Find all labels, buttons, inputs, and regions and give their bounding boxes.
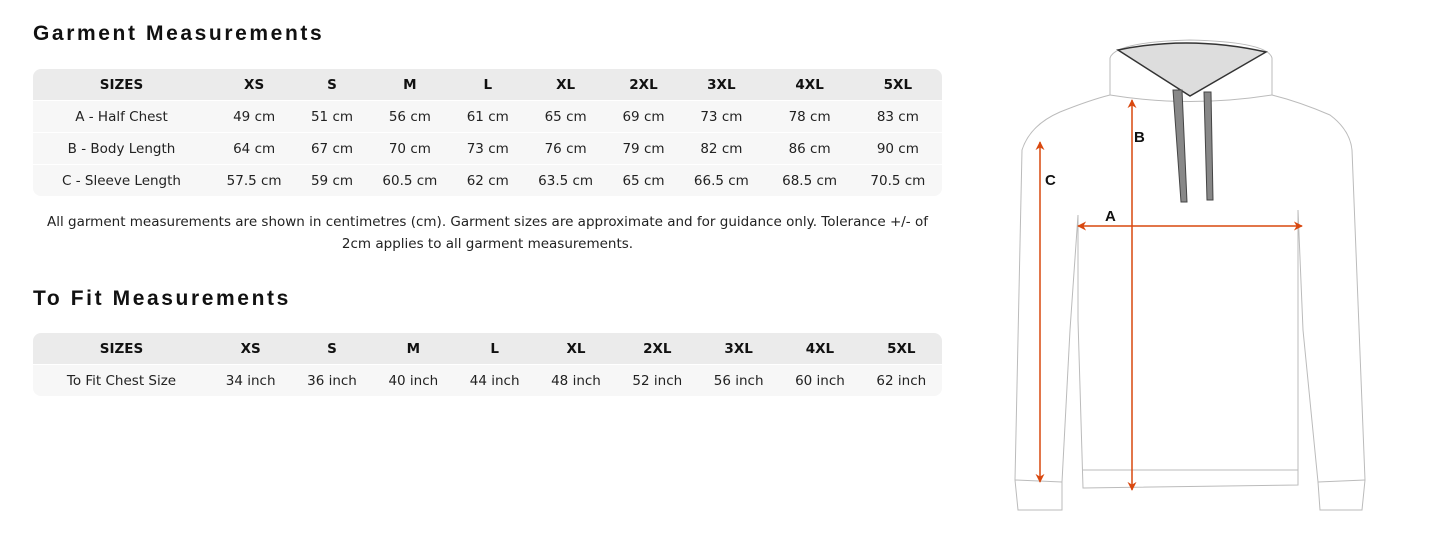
label-a: A [1105, 208, 1116, 225]
table-cell: 79 cm [609, 132, 678, 165]
row-label: B - Body Length [33, 132, 210, 165]
table-cell: 49 cm [210, 100, 299, 133]
row-label: C - Sleeve Length [33, 164, 210, 196]
table-cell: 67 cm [298, 132, 366, 165]
table-cell: 56 cm [365, 100, 454, 133]
table-cell: 65 cm [609, 164, 678, 196]
column-header: M [365, 69, 454, 101]
table-cell: 63.5 cm [521, 164, 610, 196]
column-header: 4XL [765, 69, 854, 101]
table-cell: 40 inch [372, 364, 454, 396]
garment-table: SIZES XS S M L XL 2XL 3XL 4XL 5XL A - Half Chest 49… [33, 69, 942, 196]
table-cell: 34 inch [210, 364, 292, 396]
table-row: A - Half Chest 49 cm 51 cm 56 cm 61 cm 65 cm 6… [33, 100, 942, 133]
row-label: To Fit Chest Size [33, 364, 210, 396]
column-header: 3XL [677, 69, 766, 101]
table-cell: 64 cm [210, 132, 299, 165]
table-cell: 86 cm [765, 132, 854, 165]
table-cell: 59 cm [298, 164, 366, 196]
drawstring-right [1203, 91, 1214, 201]
table-cell: 44 inch [453, 364, 536, 396]
table-cell: 73 cm [453, 132, 522, 165]
table-cell: 76 cm [521, 132, 610, 165]
column-header: 2XL [616, 333, 698, 365]
row-label: A - Half Chest [33, 100, 210, 133]
hood-lining [1116, 42, 1269, 97]
column-header: S [298, 69, 366, 101]
table-cell: 61 cm [453, 100, 522, 133]
column-header: 5XL [860, 333, 942, 365]
fit-table: SIZES XS S M L XL 2XL 3XL 4XL 5XL To Fit Chest Siz… [33, 333, 942, 396]
table-cell: 82 cm [677, 132, 766, 165]
column-header: 3XL [697, 333, 780, 365]
measurement-note: All garment measurements are shown in ce… [47, 214, 928, 252]
label-c: C [1045, 172, 1056, 189]
hoodie-diagram: B C A [1014, 39, 1366, 511]
column-header: S [291, 333, 373, 365]
table-cell: 65 cm [521, 100, 610, 133]
table-row: B - Body Length 64 cm 67 cm 70 cm 73 cm 76 cm… [33, 132, 942, 165]
column-header: XL [535, 333, 617, 365]
column-header: 2XL [609, 69, 678, 101]
table-cell: 70.5 cm [853, 164, 942, 196]
label-b: B [1134, 129, 1145, 146]
drawstring-left [1172, 89, 1188, 203]
hoodie-outline [1014, 39, 1366, 511]
table-cell: 62 cm [453, 164, 522, 196]
column-header: XL [521, 69, 610, 101]
column-header: SIZES [33, 333, 210, 365]
table-cell: 78 cm [765, 100, 854, 133]
header-row: SIZES XS S M L XL 2XL 3XL 4XL 5XL [33, 69, 942, 101]
table-cell: 62 inch [860, 364, 942, 396]
garment-title: Garment Measurements [33, 22, 325, 45]
table-cell: 60.5 cm [365, 164, 454, 196]
column-header: SIZES [33, 69, 210, 101]
column-header: XS [210, 69, 299, 101]
table-row: To Fit Chest Size 34 inch 36 inch 40 inch 44… [33, 364, 942, 396]
column-header: M [372, 333, 454, 365]
table-cell: 56 inch [697, 364, 780, 396]
table-cell: 90 cm [853, 132, 942, 165]
table-cell: 83 cm [853, 100, 942, 133]
column-header: 5XL [853, 69, 942, 101]
table-cell: 68.5 cm [765, 164, 854, 196]
fit-title: To Fit Measurements [33, 287, 291, 310]
table-cell: 69 cm [609, 100, 678, 133]
column-header: 4XL [779, 333, 861, 365]
table-cell: 60 inch [779, 364, 861, 396]
table-cell: 66.5 cm [677, 164, 766, 196]
table-cell: 36 inch [291, 364, 373, 396]
column-header: L [453, 69, 522, 101]
table-cell: 51 cm [298, 100, 366, 133]
table-cell: 48 inch [535, 364, 617, 396]
table-cell: 52 inch [616, 364, 698, 396]
header-row: SIZES XS S M L XL 2XL 3XL 4XL 5XL [33, 333, 942, 365]
table-cell: 73 cm [677, 100, 766, 133]
table-row: C - Sleeve Length 57.5 cm 59 cm 60.5 cm 62 c… [33, 164, 942, 196]
column-header: L [453, 333, 536, 365]
table-cell: 57.5 cm [210, 164, 299, 196]
table-cell: 70 cm [365, 132, 454, 165]
column-header: XS [210, 333, 292, 365]
